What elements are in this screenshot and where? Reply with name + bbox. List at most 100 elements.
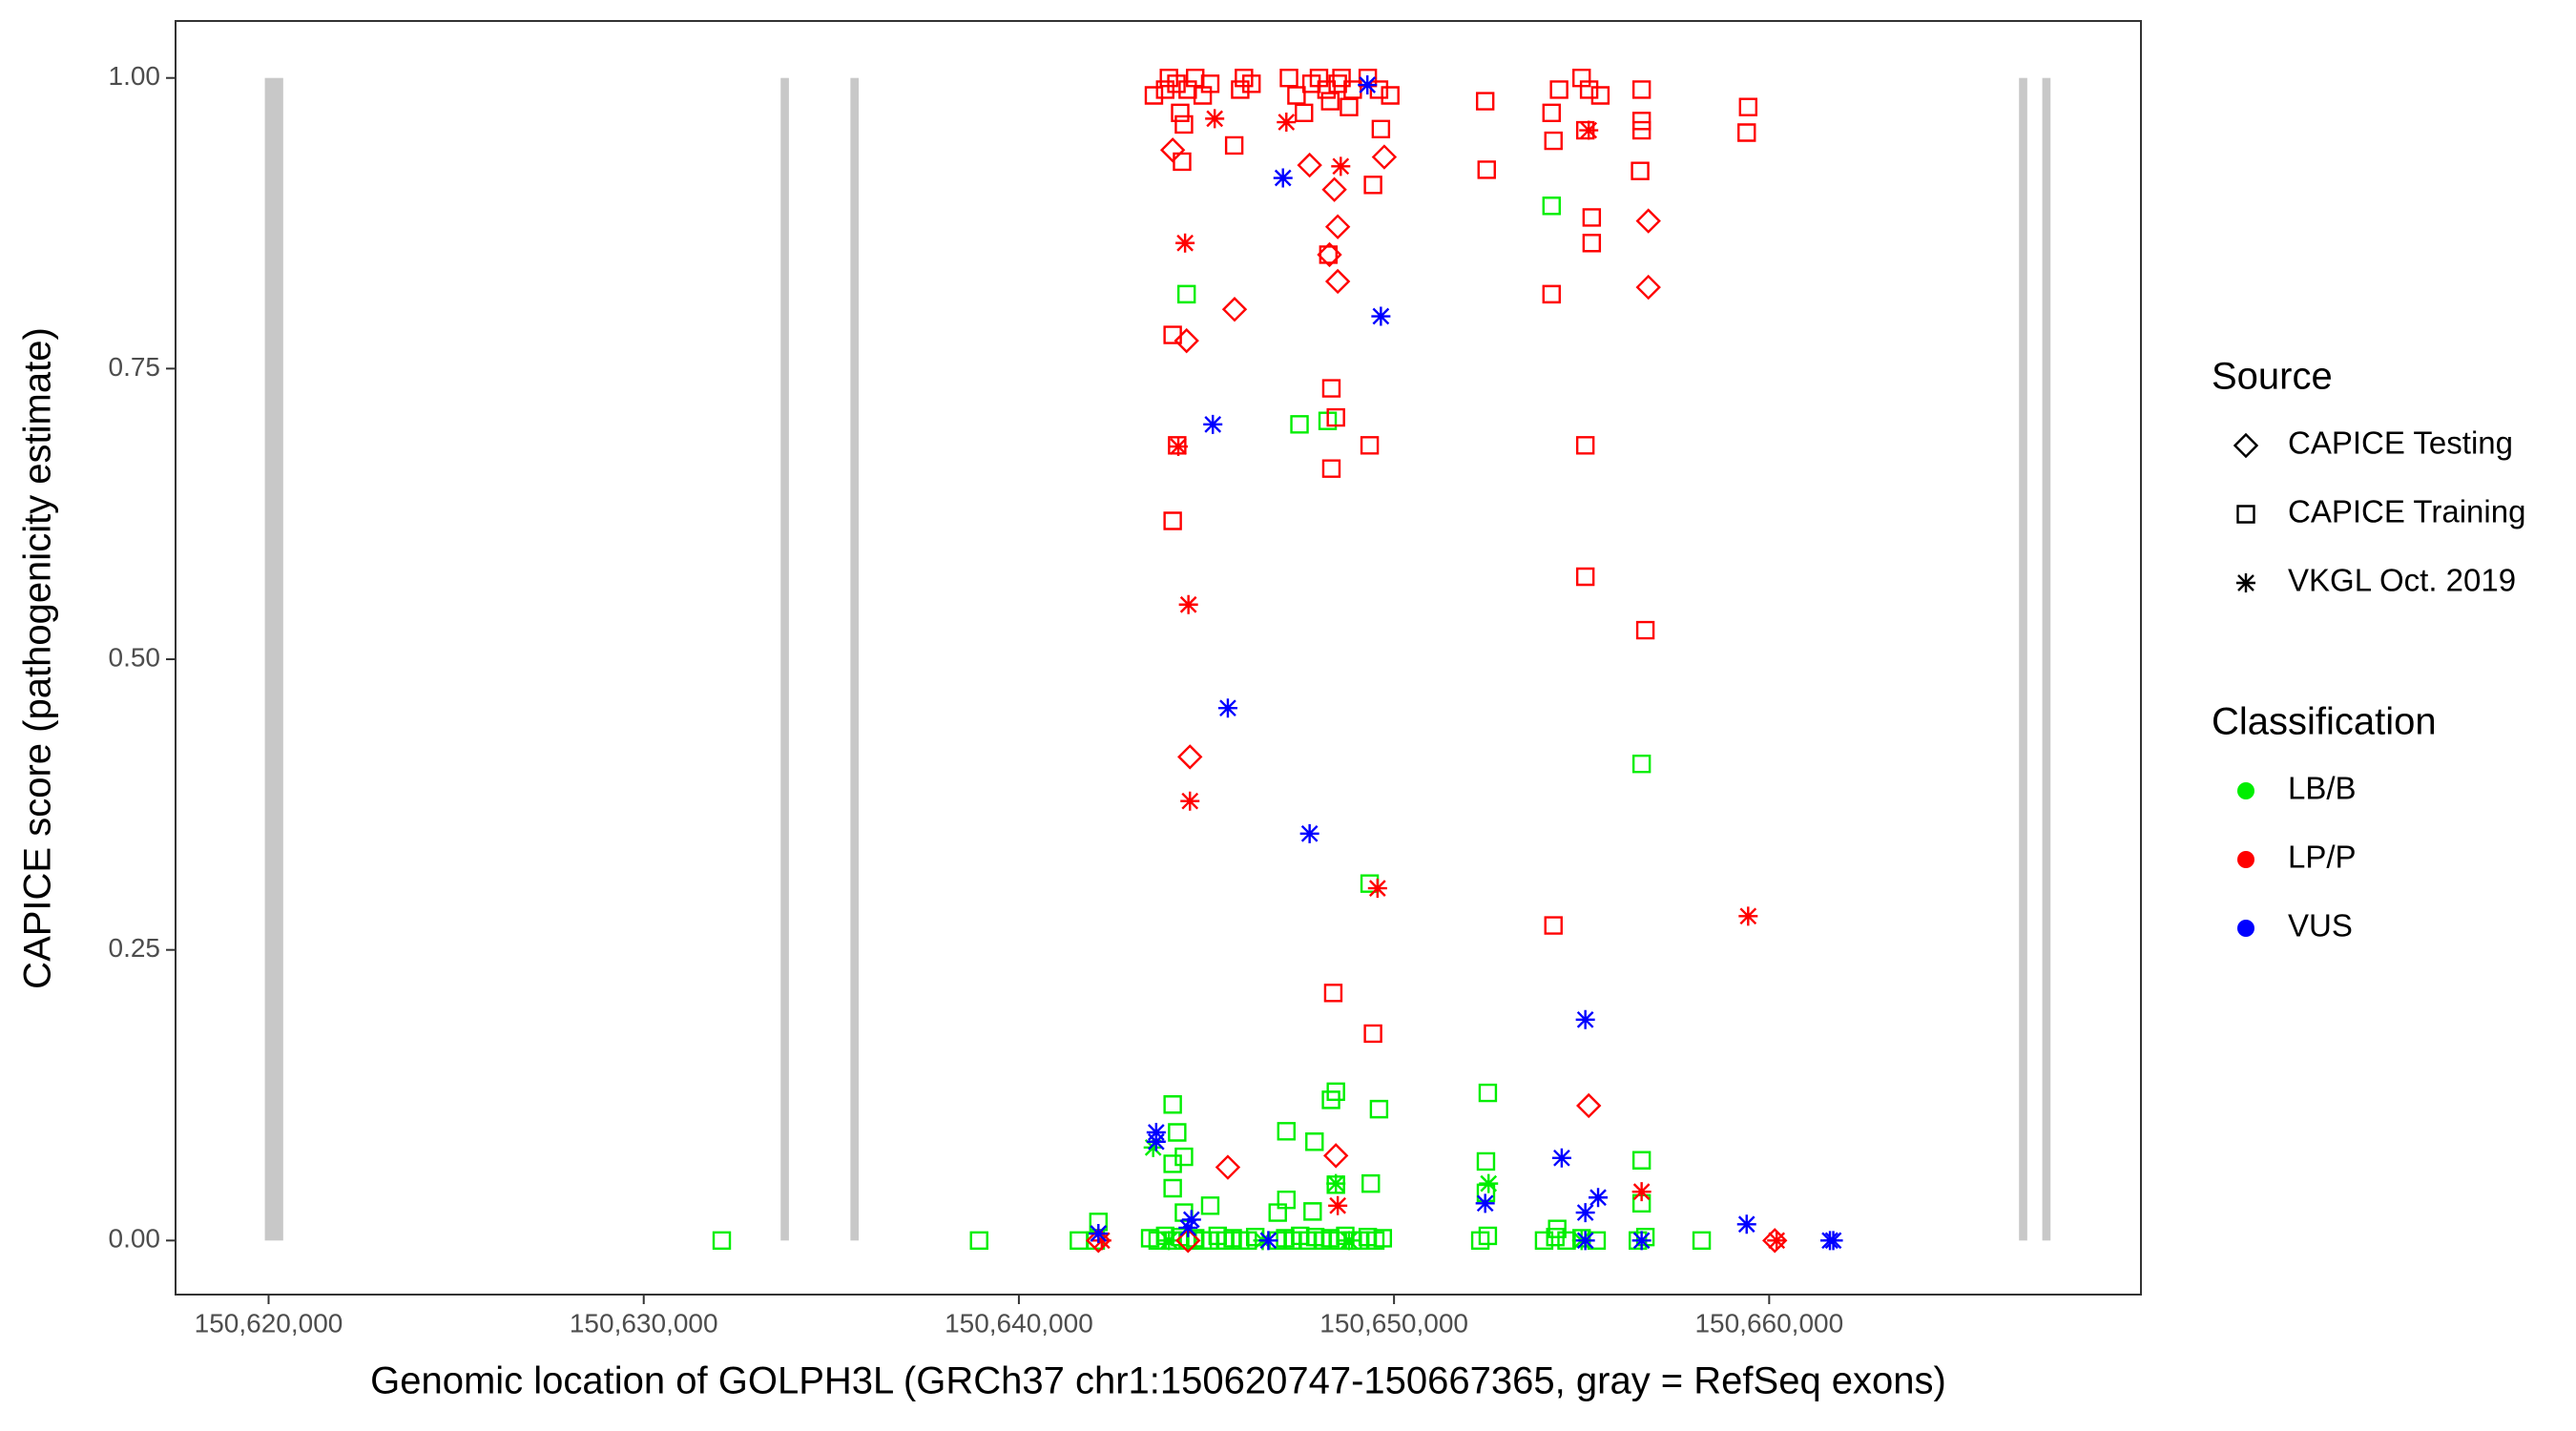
point [1235,69,1254,88]
y-tick-label: 0.25 [109,933,161,963]
point [1177,744,1203,770]
x-tick-label: 150,650,000 [1319,1308,1468,1338]
point [1175,1228,1201,1254]
point [1339,1231,1359,1251]
point [1360,436,1380,455]
point [1155,80,1174,99]
point [1363,176,1382,195]
point [1324,214,1351,239]
point [1546,1227,1565,1247]
point [1340,97,1359,116]
point [712,1231,732,1251]
point [1369,1099,1389,1119]
point [1544,131,1563,151]
point [1478,1226,1498,1246]
point [1295,103,1314,122]
point [1217,698,1237,718]
point [1631,112,1652,131]
point [1631,120,1652,140]
point [1178,80,1197,99]
exon [264,77,283,1241]
point [1279,69,1298,88]
exon [850,77,860,1241]
point [1174,1147,1194,1167]
y-axis-title: CAPICE score (pathogenicity estimate) [17,327,59,989]
legend-label: VKGL Oct. 2019 [2288,563,2516,598]
point [1326,1173,1346,1193]
point [1575,1203,1595,1223]
legend-label: CAPICE Testing [2288,425,2513,461]
point [1140,1229,1160,1248]
x-tick-label: 150,640,000 [945,1308,1093,1338]
point [1476,1151,1496,1172]
point [1575,436,1595,455]
point [1203,414,1223,434]
point [1320,92,1340,111]
point [1767,1231,1787,1251]
point [1318,411,1338,430]
point [1287,86,1306,105]
y-tick-label: 0.50 [109,642,161,672]
point [1328,1195,1348,1215]
plot-panel [175,20,2142,1296]
point [1277,1122,1296,1141]
point [1631,80,1652,99]
point [1367,879,1387,899]
point [1178,1217,1198,1237]
point [1320,1229,1340,1248]
point [1549,80,1568,99]
point [1175,233,1195,253]
point [1305,1132,1324,1151]
legend-label: LP/P [2288,840,2357,875]
x-tick-label: 150,660,000 [1694,1308,1843,1338]
point [1277,113,1297,133]
point [1163,1095,1182,1114]
point [1323,984,1343,1003]
y-tick-label: 1.00 [109,61,161,91]
legend-label: CAPICE Training [2288,494,2525,529]
exon [2042,77,2051,1241]
point [1738,97,1758,116]
x-tick-label: 150,620,000 [195,1308,343,1338]
point [1358,75,1378,95]
point [1582,234,1602,253]
point [1542,197,1561,216]
point [1159,137,1186,163]
point [1737,123,1756,142]
x-axis-title: Genomic location of GOLPH3L (GRCh37 chr1… [370,1360,1946,1402]
point [1143,1137,1163,1157]
point [1692,1231,1712,1251]
point [1579,120,1599,140]
point [1173,152,1192,172]
legend-title: Classification [2212,701,2437,743]
point [1091,1231,1111,1251]
point [1542,103,1561,122]
point [1273,168,1293,188]
point [1321,176,1347,202]
point [1326,407,1345,427]
exon [2019,77,2027,1241]
point [1089,1224,1109,1244]
point [1371,119,1391,139]
point [1363,1024,1382,1044]
point [1479,1173,1499,1193]
point [1478,1083,1498,1103]
point [1575,1009,1595,1029]
legend-label: VUS [2288,908,2353,944]
point [1186,69,1205,88]
point [1371,144,1398,170]
point [1168,1123,1187,1142]
point [1475,1193,1495,1213]
point [1309,69,1329,88]
point [1205,109,1225,129]
point [1200,74,1220,93]
point [1324,268,1351,295]
point [1631,754,1652,774]
point [1181,1210,1201,1230]
point [1575,1231,1595,1251]
point [1258,1231,1278,1251]
point [1290,415,1309,434]
point [1146,1131,1166,1151]
point [1631,161,1650,180]
